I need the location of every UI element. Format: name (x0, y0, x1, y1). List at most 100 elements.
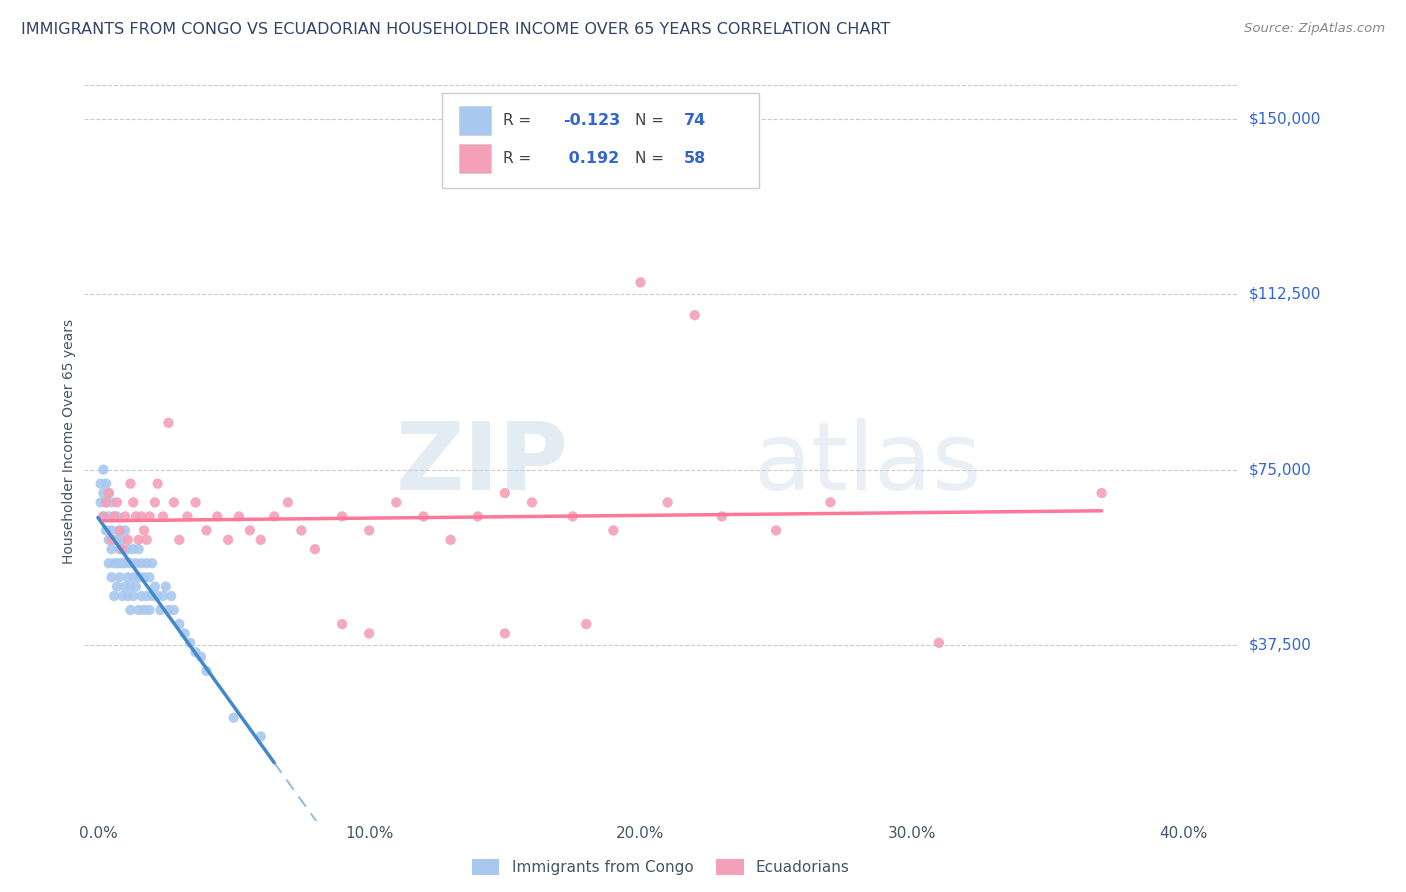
Point (561, 509, 583, 524)
Text: -0.123: -0.123 (562, 113, 620, 128)
Point (111, 589, 134, 603)
Point (120, 556, 142, 570)
Point (97, 486, 120, 500)
Point (94, 524, 117, 538)
Point (108, 524, 131, 538)
Point (117, 570, 139, 584)
Point (117, 589, 139, 603)
Point (105, 556, 128, 570)
Point (304, 542, 326, 557)
Point (132, 524, 155, 538)
Point (765, 524, 787, 538)
Text: N =: N = (636, 152, 669, 166)
Point (135, 533, 157, 547)
Point (149, 603, 172, 617)
Point (114, 556, 136, 570)
Point (94, 495, 117, 509)
Point (128, 603, 150, 617)
Point (128, 533, 150, 547)
Point (683, 308, 706, 322)
Point (100, 533, 122, 547)
Legend: Immigrants from Congo, Ecuadorians: Immigrants from Congo, Ecuadorians (465, 853, 856, 881)
Point (207, 509, 229, 524)
Point (122, 570, 145, 584)
Point (108, 570, 131, 584)
Point (277, 495, 299, 509)
Text: R =: R = (503, 152, 536, 166)
Point (100, 524, 122, 538)
Point (330, 617, 353, 632)
Point (412, 509, 434, 524)
Point (143, 495, 166, 509)
Point (152, 509, 174, 524)
Point (143, 580, 166, 594)
Point (111, 533, 134, 547)
Point (575, 617, 598, 632)
Point (163, 603, 186, 617)
Point (657, 495, 679, 509)
Point (222, 711, 245, 725)
Point (103, 533, 125, 547)
Point (263, 509, 285, 524)
Point (128, 570, 150, 584)
Point (141, 556, 163, 570)
Point (602, 524, 624, 538)
Point (630, 276, 652, 290)
Point (217, 533, 239, 547)
Point (90, 476, 112, 491)
Point (120, 580, 142, 594)
Point (330, 509, 353, 524)
Text: $150,000: $150,000 (1249, 112, 1320, 126)
Point (439, 533, 461, 547)
Point (184, 645, 207, 659)
Text: 58: 58 (683, 152, 706, 166)
Text: N =: N = (636, 113, 669, 128)
Text: ZIP: ZIP (395, 418, 568, 510)
Point (290, 524, 312, 538)
Point (108, 556, 131, 570)
FancyBboxPatch shape (441, 93, 759, 187)
Point (173, 626, 195, 640)
Point (94, 495, 117, 509)
Point (122, 542, 145, 557)
Point (111, 542, 134, 557)
Point (155, 580, 177, 594)
Point (385, 495, 408, 509)
Point (176, 509, 198, 524)
Y-axis label: Householder Income Over 65 years: Householder Income Over 65 years (62, 319, 76, 564)
Point (111, 556, 134, 570)
Point (103, 509, 125, 524)
Point (125, 556, 148, 570)
Point (157, 416, 180, 430)
Point (114, 580, 136, 594)
Point (141, 589, 163, 603)
Point (494, 486, 516, 500)
Point (131, 589, 153, 603)
Point (105, 509, 128, 524)
Point (125, 580, 148, 594)
Point (359, 626, 381, 640)
Point (100, 570, 122, 584)
Text: IMMIGRANTS FROM CONGO VS ECUADORIAN HOUSEHOLDER INCOME OVER 65 YEARS CORRELATION: IMMIGRANTS FROM CONGO VS ECUADORIAN HOUS… (21, 22, 890, 37)
Point (249, 730, 271, 744)
Point (117, 533, 139, 547)
Text: R =: R = (503, 113, 536, 128)
Point (94, 476, 117, 491)
Point (114, 524, 136, 538)
Point (125, 509, 148, 524)
Point (108, 524, 131, 538)
Point (163, 495, 186, 509)
Point (152, 589, 174, 603)
Point (184, 495, 207, 509)
Point (131, 509, 153, 524)
Point (97, 556, 120, 570)
Point (249, 533, 271, 547)
Point (160, 589, 183, 603)
Point (169, 617, 191, 632)
Point (93, 486, 115, 500)
Point (97, 509, 120, 524)
Point (128, 542, 150, 557)
Point (132, 570, 155, 584)
Point (820, 495, 842, 509)
Point (520, 495, 543, 509)
